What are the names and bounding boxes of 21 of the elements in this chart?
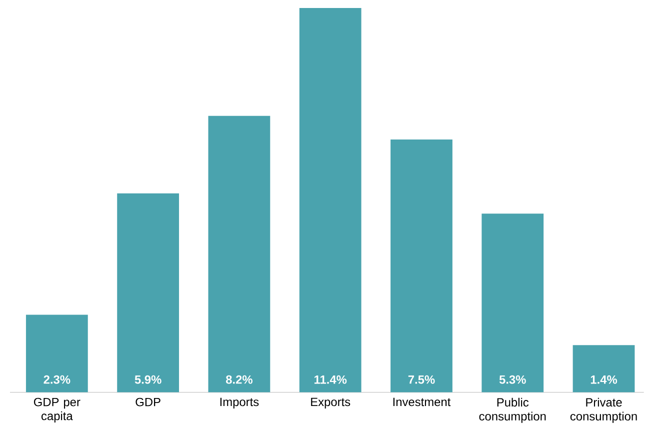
data-label: 7.5% bbox=[408, 375, 435, 384]
x-tick-label: GDP per capita bbox=[34, 398, 80, 422]
bar bbox=[117, 193, 180, 392]
x-tick-label: Exports bbox=[311, 398, 350, 408]
bar bbox=[208, 116, 270, 392]
data-label: 5.9% bbox=[134, 375, 162, 384]
data-label: 8.2% bbox=[226, 375, 252, 384]
x-tick-label: Imports bbox=[220, 398, 259, 408]
data-label: 1.4% bbox=[590, 375, 618, 384]
x-tick-label: Public consumption bbox=[479, 398, 546, 423]
x-tick-label: GDP bbox=[136, 398, 160, 406]
x-tick-label: Private consumption bbox=[570, 398, 637, 423]
data-label: 2.3% bbox=[44, 375, 70, 384]
data-label: 5.3% bbox=[499, 375, 526, 384]
bar bbox=[26, 314, 88, 392]
data-label: 11.4% bbox=[314, 375, 347, 384]
bar bbox=[482, 214, 544, 392]
bar bbox=[299, 8, 362, 392]
bar bbox=[390, 139, 452, 392]
x-tick-label: Investment bbox=[393, 398, 451, 406]
bar bbox=[572, 345, 635, 392]
